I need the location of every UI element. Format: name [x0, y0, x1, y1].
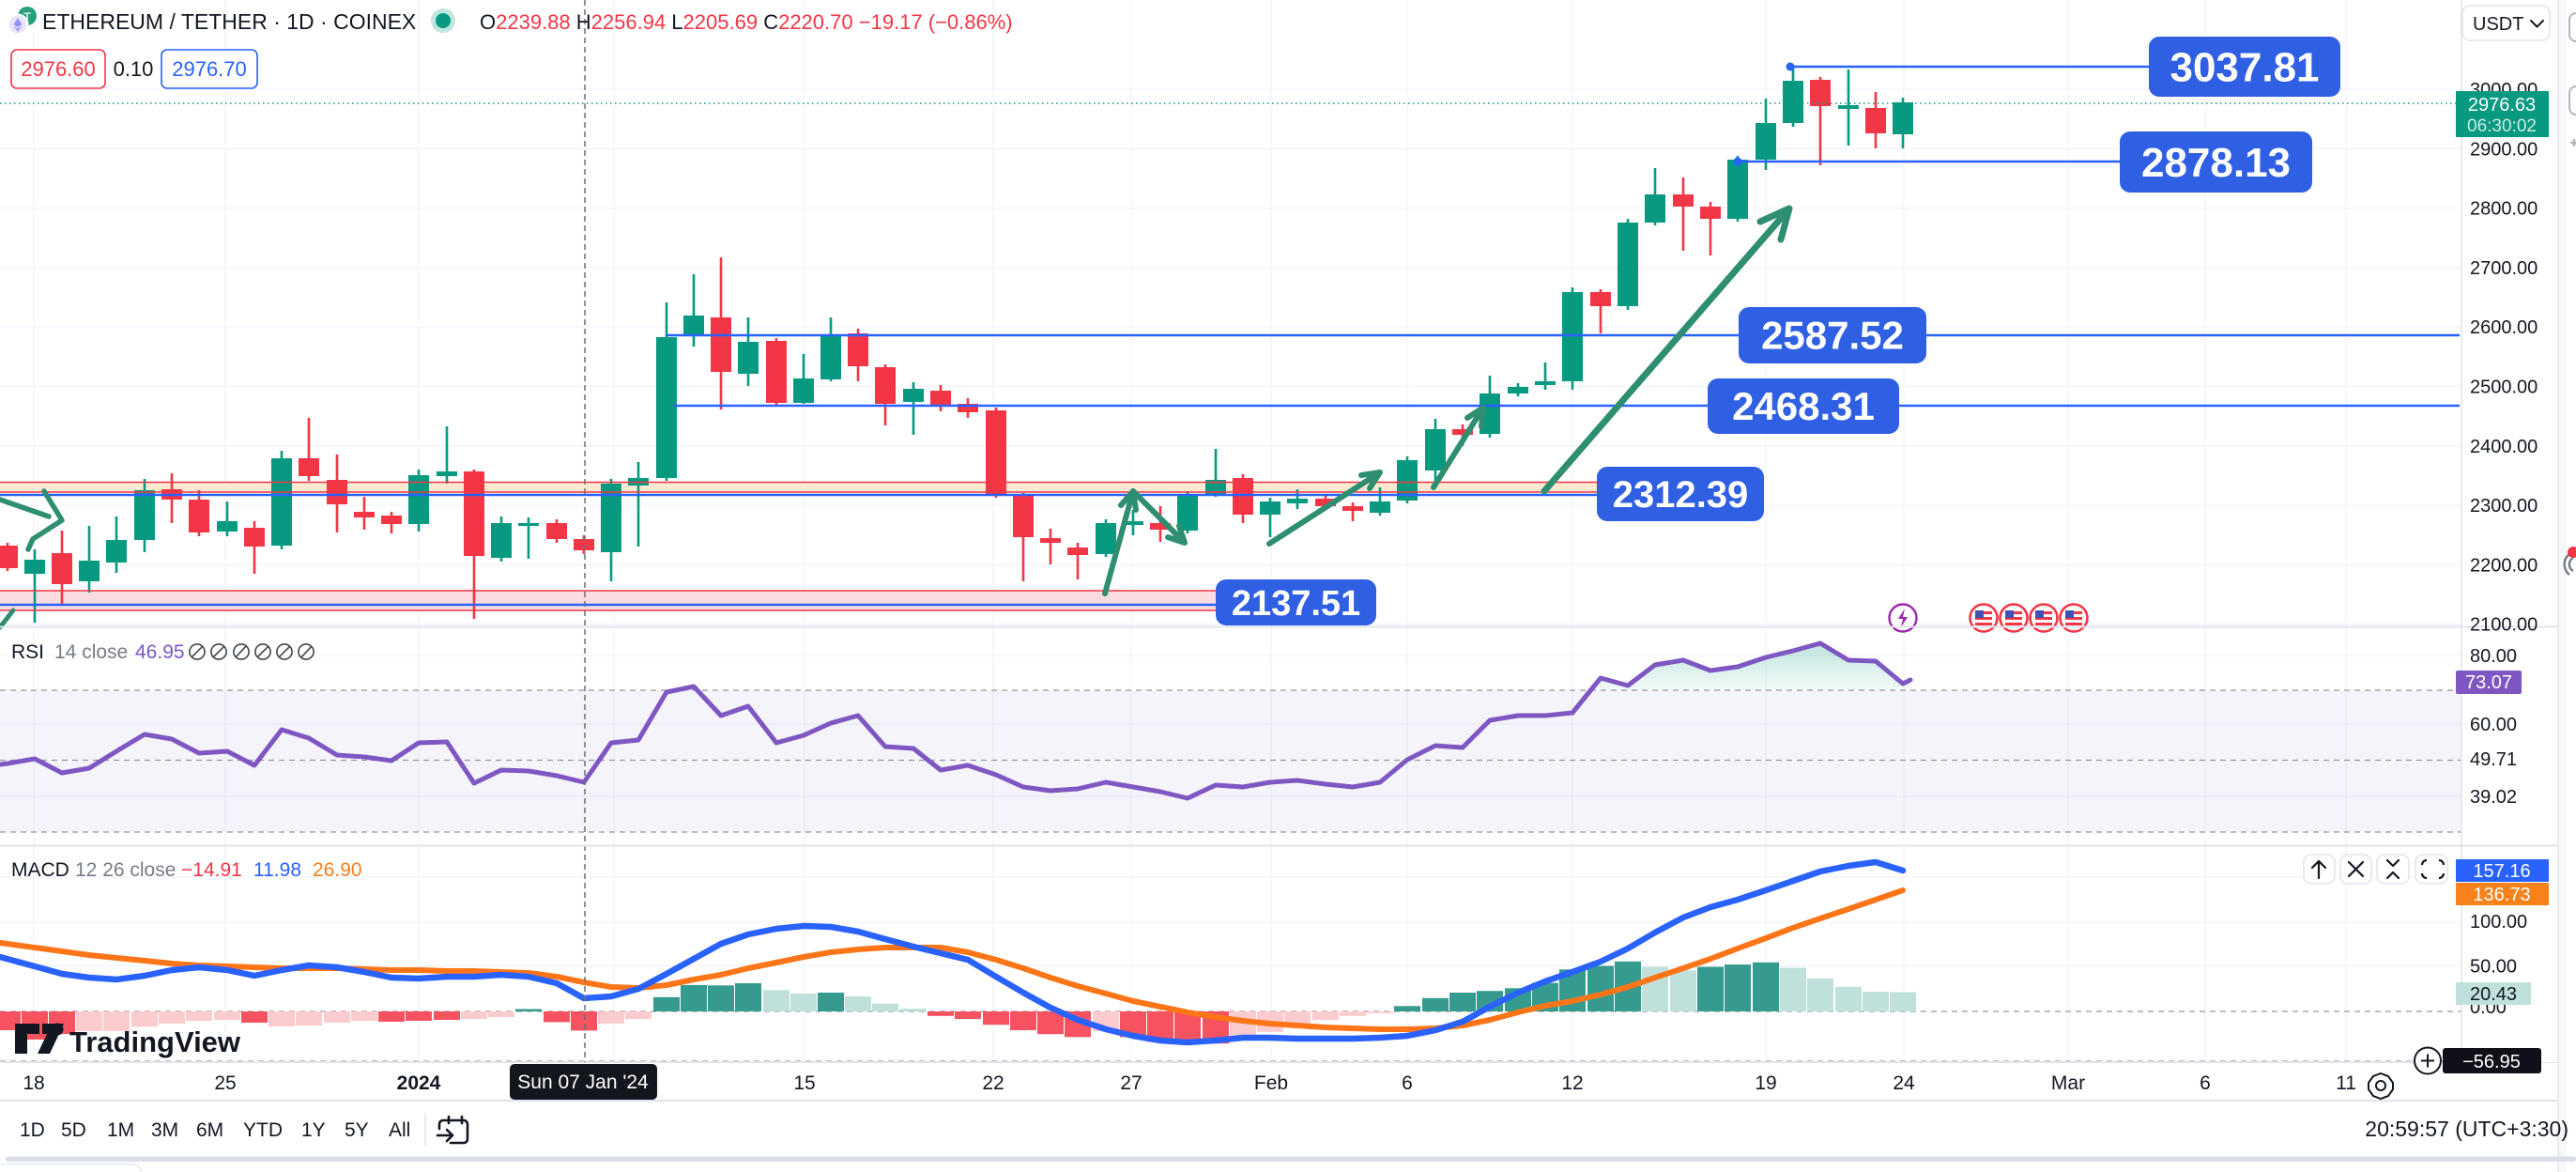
svg-text:6M: 6M	[196, 1119, 223, 1141]
svg-text:2137.51: 2137.51	[1232, 584, 1360, 624]
svg-text:2600.00: 2600.00	[2470, 317, 2538, 338]
svg-text:22: 22	[982, 1072, 1004, 1094]
svg-text:12 26 close: 12 26 close	[75, 859, 176, 881]
svg-text:11.98: 11.98	[253, 859, 301, 881]
svg-text:6: 6	[1402, 1072, 1413, 1094]
svg-text:26.90: 26.90	[313, 859, 362, 881]
svg-text:Sun 07 Jan '24: Sun 07 Jan '24	[517, 1072, 649, 1093]
svg-text:14 close: 14 close	[54, 641, 128, 663]
svg-text:20.43: 20.43	[2470, 984, 2517, 1005]
svg-text:27: 27	[1120, 1072, 1142, 1094]
svg-text:O2239.88 H2256.94 L2205.69 C22: O2239.88 H2256.94 L2205.69 C2220.70 −19.…	[480, 10, 1013, 34]
svg-text:2900.00: 2900.00	[2470, 139, 2538, 160]
svg-text:2300.00: 2300.00	[2470, 496, 2538, 517]
svg-text:2976.70: 2976.70	[172, 57, 247, 81]
svg-text:2700.00: 2700.00	[2470, 258, 2538, 279]
svg-text:2200.00: 2200.00	[2470, 555, 2538, 576]
svg-text:2468.31: 2468.31	[1732, 384, 1875, 428]
svg-text:3037.81: 3037.81	[2170, 44, 2319, 90]
svg-text:ETHEREUM / TETHER · 1D · COINE: ETHEREUM / TETHER · 1D · COINEX	[42, 9, 416, 34]
svg-text:100.00: 100.00	[2470, 912, 2527, 933]
svg-text:RSI: RSI	[11, 641, 44, 663]
svg-text:2587.52: 2587.52	[1761, 314, 1904, 358]
svg-text:0.10: 0.10	[114, 57, 154, 81]
svg-text:49.71: 49.71	[2470, 749, 2517, 770]
svg-text:−56.95: −56.95	[2462, 1052, 2521, 1072]
svg-text:1D: 1D	[20, 1119, 45, 1141]
svg-text:USDT: USDT	[2473, 14, 2523, 35]
svg-text:60.00: 60.00	[2470, 715, 2517, 735]
svg-text:73.07: 73.07	[2465, 672, 2512, 693]
svg-text:5Y: 5Y	[345, 1119, 369, 1141]
svg-text:2976.60: 2976.60	[21, 57, 96, 81]
svg-text:Mar: Mar	[2051, 1072, 2085, 1094]
svg-text:2024: 2024	[397, 1072, 441, 1094]
svg-text:YTD: YTD	[243, 1119, 283, 1141]
svg-text:3M: 3M	[151, 1119, 178, 1141]
svg-text:T: T	[23, 9, 32, 24]
svg-text:MACD: MACD	[11, 859, 69, 881]
svg-text:1Y: 1Y	[301, 1119, 326, 1141]
svg-text:6: 6	[2200, 1072, 2211, 1094]
svg-text:2878.13: 2878.13	[2141, 140, 2291, 186]
svg-text:39.02: 39.02	[2470, 787, 2517, 808]
svg-text:19: 19	[1755, 1072, 1776, 1094]
svg-text:2312.39: 2312.39	[1613, 474, 1749, 516]
svg-text:2976.63: 2976.63	[2468, 95, 2536, 116]
svg-text:12: 12	[1561, 1072, 1583, 1094]
svg-text:24: 24	[1893, 1072, 1915, 1094]
svg-text:2100.00: 2100.00	[2470, 615, 2538, 636]
svg-text:Feb: Feb	[1254, 1072, 1288, 1094]
svg-text:50.00: 50.00	[2470, 957, 2517, 978]
svg-text:20:59:57 (UTC+3:30): 20:59:57 (UTC+3:30)	[2365, 1117, 2568, 1141]
svg-text:18: 18	[23, 1072, 44, 1094]
svg-text:1M: 1M	[107, 1119, 134, 1141]
svg-text:2500.00: 2500.00	[2470, 378, 2538, 398]
svg-text:All: All	[389, 1119, 410, 1141]
svg-text:11: 11	[2336, 1072, 2356, 1094]
svg-text:−14.91: −14.91	[181, 859, 242, 881]
svg-text:25: 25	[214, 1072, 236, 1094]
svg-text:TradingView: TradingView	[69, 1026, 241, 1058]
svg-text:2400.00: 2400.00	[2470, 437, 2538, 457]
svg-text:2800.00: 2800.00	[2470, 199, 2538, 220]
svg-text:15: 15	[793, 1072, 815, 1094]
svg-text:80.00: 80.00	[2470, 646, 2517, 667]
svg-text:5D: 5D	[61, 1119, 86, 1141]
svg-text:136.73: 136.73	[2473, 885, 2530, 905]
svg-text:46.95: 46.95	[135, 641, 185, 663]
svg-text:06:30:02: 06:30:02	[2467, 116, 2537, 136]
svg-text:157.16: 157.16	[2473, 861, 2530, 882]
